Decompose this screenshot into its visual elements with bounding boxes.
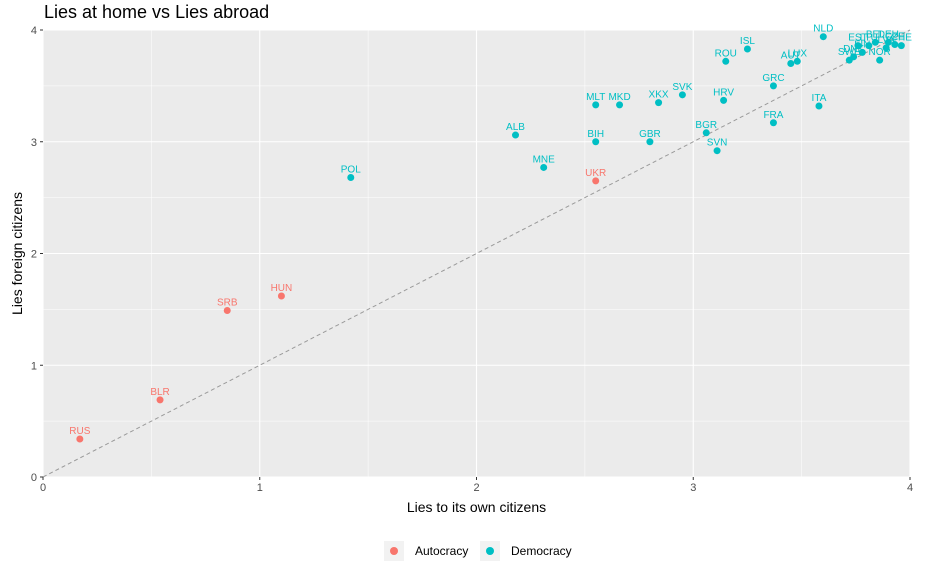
data-point-ltu xyxy=(865,42,873,50)
data-point-fin xyxy=(858,48,866,56)
data-point-ukr xyxy=(592,177,600,185)
data-label-ltu: LTU xyxy=(860,33,878,44)
data-label-grc: GRC xyxy=(762,73,784,84)
legend-swatch-autocracy xyxy=(390,547,398,555)
data-point-xkx xyxy=(655,99,663,107)
data-label-nor: NOR xyxy=(869,47,891,58)
data-point-mne xyxy=(540,163,548,171)
legend: Autocracy Democracy xyxy=(384,541,572,561)
x-axis-ticks: 0 1 2 3 4 xyxy=(40,477,913,494)
data-label-ukr: UKR xyxy=(585,168,606,179)
y-tick-label: 3 xyxy=(31,137,37,149)
data-label-hrv: HRV xyxy=(713,87,734,98)
data-point-svn xyxy=(713,147,721,155)
data-label-fin: FIN xyxy=(854,39,870,50)
y-tick-label: 0 xyxy=(31,472,37,484)
data-label-fra: FRA xyxy=(763,110,783,121)
data-point-gbr xyxy=(646,138,654,146)
data-point-est xyxy=(854,42,862,50)
data-point-fra xyxy=(769,119,777,127)
data-label-rus: RUS xyxy=(69,426,90,437)
x-tick-label: 4 xyxy=(907,482,913,494)
data-label-aut: AUT xyxy=(781,51,801,62)
data-point-deu xyxy=(884,38,892,46)
data-label-gbr: GBR xyxy=(639,129,661,140)
y-axis-ticks: 0 1 2 3 4 xyxy=(31,25,43,484)
data-point-lva xyxy=(882,44,890,52)
data-point-bgr xyxy=(702,129,710,137)
data-point-isl xyxy=(743,45,751,53)
data-label-nld: NLD xyxy=(813,24,833,35)
data-label-lux: LUX xyxy=(788,48,808,59)
y-tick-label: 2 xyxy=(31,249,37,261)
data-point-nor xyxy=(876,56,884,64)
data-point-bel xyxy=(871,38,879,46)
data-label-mkd: MKD xyxy=(608,92,630,103)
data-point-grc xyxy=(769,82,777,90)
y-tick-label: 4 xyxy=(31,25,37,37)
data-label-bih: BIH xyxy=(587,129,604,140)
data-label-ita: ITA xyxy=(812,93,827,104)
data-point-aut xyxy=(787,60,795,68)
data-point-lux xyxy=(793,57,801,65)
data-label-hun: HUN xyxy=(271,283,293,294)
x-tick-label: 2 xyxy=(473,482,479,494)
x-tick-label: 3 xyxy=(690,482,696,494)
reference-line-y-equals-x xyxy=(42,29,911,478)
data-point-mlt xyxy=(592,101,600,109)
data-point-pol xyxy=(347,174,355,182)
data-label-dnk: DNK xyxy=(843,44,864,55)
data-label-bgr: BGR xyxy=(695,120,717,131)
data-label-lva: LVA xyxy=(877,35,895,46)
x-tick-label: 1 xyxy=(257,482,263,494)
legend-label-autocracy: Autocracy xyxy=(415,544,468,558)
data-label-est: EST xyxy=(848,33,867,44)
data-point-alb xyxy=(512,131,520,139)
data-label-blr: BLR xyxy=(150,387,169,398)
y-axis-title: Lies foreign citizens xyxy=(9,192,25,315)
data-point-rou xyxy=(722,57,730,65)
data-label-pol: POL xyxy=(341,165,361,176)
data-point-nld xyxy=(819,33,827,41)
data-label-rou: ROU xyxy=(715,48,737,59)
data-point-ita xyxy=(815,102,823,110)
chart-title: Lies at home vs Lies abroad xyxy=(44,2,269,22)
data-point-svk xyxy=(678,91,686,99)
data-label-xkx: XKX xyxy=(649,90,669,101)
data-point-dnk xyxy=(850,53,858,61)
x-axis-title: Lies to its own citizens xyxy=(407,499,546,515)
data-label-deu: DEU xyxy=(878,29,899,40)
data-label-svn: SVN xyxy=(707,138,728,149)
data-label-swe: SWE xyxy=(838,47,861,58)
data-point-hun xyxy=(277,292,285,300)
data-point-hrv xyxy=(720,96,728,104)
data-label-alb: ALB xyxy=(506,122,525,133)
data-label-svk: SVK xyxy=(672,82,692,93)
legend-swatch-democracy xyxy=(486,547,494,555)
y-tick-label: 1 xyxy=(31,360,37,372)
data-label-mne: MNE xyxy=(533,154,556,165)
data-point-blr xyxy=(156,396,164,404)
data-label-mlt: MLT xyxy=(586,92,605,103)
data-points xyxy=(76,33,905,443)
x-tick-label: 0 xyxy=(40,482,46,494)
data-label-bel: BEL xyxy=(866,29,885,40)
data-point-che xyxy=(897,42,905,50)
legend-label-democracy: Democracy xyxy=(511,544,572,558)
data-label-srb: SRB xyxy=(217,297,238,308)
data-label-che: CHE xyxy=(891,33,912,44)
data-point-cze xyxy=(891,41,899,49)
data-point-srb xyxy=(223,306,231,314)
data-point-mkd xyxy=(616,101,624,109)
data-label-cze: CZE xyxy=(885,32,905,43)
data-point-bih xyxy=(592,138,600,146)
data-label-isl: ISL xyxy=(740,36,755,47)
data-point-rus xyxy=(76,435,84,443)
